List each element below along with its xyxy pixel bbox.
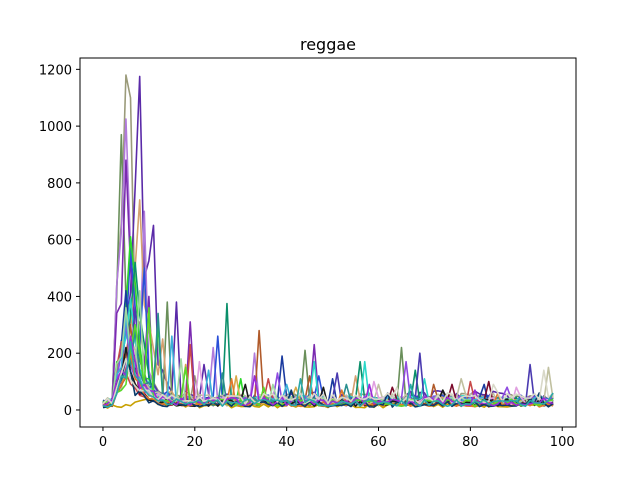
- y-tick-label: 1200: [39, 63, 72, 78]
- y-tick-label: 200: [47, 347, 72, 362]
- x-tick-label: 100: [550, 435, 575, 450]
- plot-frame: [79, 57, 577, 428]
- series-layer: [102, 74, 554, 409]
- y-tick-label: 0: [64, 404, 72, 419]
- x-tick-label: 40: [278, 435, 295, 450]
- series-line-s30: [102, 341, 554, 408]
- x-tick-label: 60: [370, 435, 387, 450]
- x-tick-label: 0: [99, 435, 107, 450]
- y-axis: 0 200 400 600 800 1000 1200: [39, 63, 80, 419]
- y-tick-label: 400: [47, 290, 72, 305]
- x-axis: 0 20 40 60 80 100: [99, 427, 575, 450]
- chart-title: reggae: [300, 35, 356, 54]
- y-tick-label: 1000: [39, 120, 72, 135]
- y-tick-label: 800: [47, 177, 72, 192]
- y-tick-label: 600: [47, 234, 72, 249]
- x-tick-label: 80: [462, 435, 479, 450]
- x-tick-label: 20: [187, 435, 204, 450]
